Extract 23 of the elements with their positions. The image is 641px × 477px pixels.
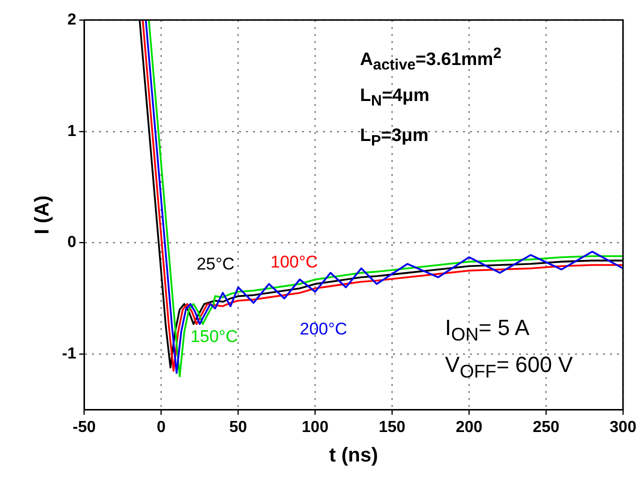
annotation: V$_{OFF}$= 600 V	[445, 352, 573, 382]
x-tick-label: 300	[610, 418, 636, 436]
x-axis-title: t (ns)	[329, 444, 378, 467]
x-tick-label: 150	[378, 418, 406, 436]
annotation: I$_{ON}$= 5 A	[445, 315, 530, 346]
annotation: L$_{P}$=3μm	[360, 125, 429, 150]
y-tick-label: -1	[62, 346, 76, 363]
x-tick-label: 50	[229, 418, 248, 436]
x-tick-label: 200	[456, 418, 483, 436]
annotation: L$_{N}$=4μm	[360, 85, 430, 110]
y-tick-label: 1	[67, 122, 76, 140]
series-label: 25°C	[196, 254, 235, 274]
x-tick-label: 250	[532, 418, 560, 436]
series-label: 100°C	[270, 252, 318, 272]
x-tick-label: 100	[302, 418, 329, 436]
series-label: 150°C	[190, 327, 238, 346]
x-tick-label: 0	[156, 418, 166, 436]
y-tick-label: 0	[67, 234, 76, 252]
y-axis-title: I (A)	[32, 195, 54, 234]
y-tick-label: 2	[67, 11, 76, 28]
series-label: 200°C	[300, 319, 348, 338]
x-tick-label: -50	[72, 418, 96, 436]
annotation: A$_{active}$=3.61mm$^{2}$	[360, 45, 502, 74]
